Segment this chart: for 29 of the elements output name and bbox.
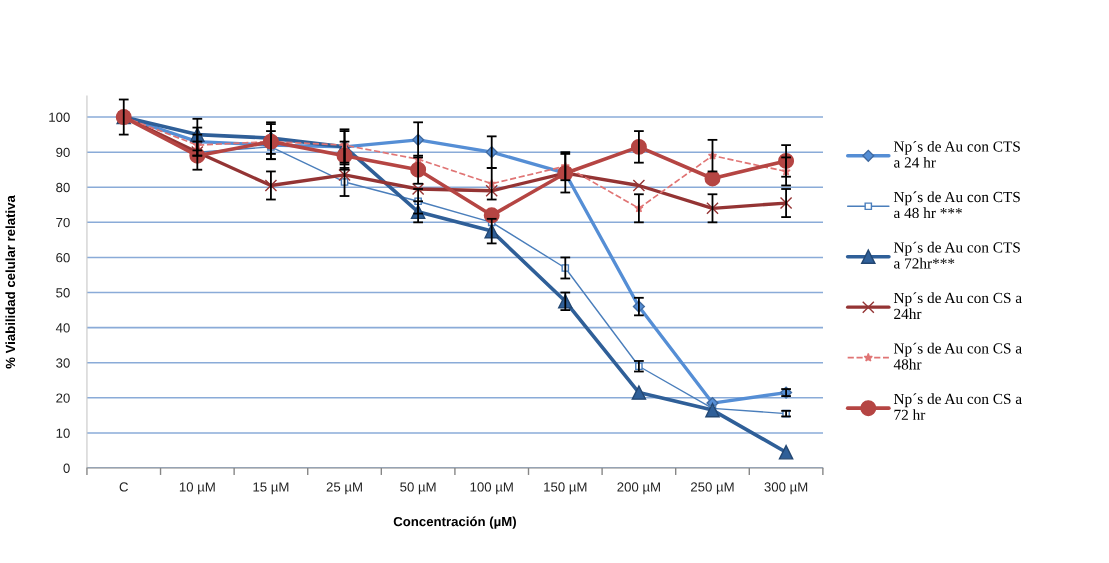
x-tick-label: C [119, 482, 128, 492]
y-tick-label: 50 [56, 288, 70, 298]
x-tick-label: 150 µM [544, 482, 587, 495]
y-tick-label: 20 [56, 393, 70, 403]
legend-label: Np´s de Au con CTS a 48 hr *** [893, 191, 1020, 219]
x-tick-label: 300 µM [764, 482, 808, 495]
y-axis-title: % Viabilidad celular relativa [5, 195, 16, 369]
y-tick-label: 80 [56, 182, 70, 193]
legend-label: Np´s de Au con CS a 24hr [893, 292, 1022, 319]
y-tick-label: 0 [63, 463, 70, 473]
x-tick-label: 200 µM [617, 482, 660, 495]
y-tick-label: 90 [56, 147, 70, 158]
y-tick-label: 10 [56, 428, 70, 438]
legend-label: Np´s de Au con CS a 72 hr [893, 393, 1022, 420]
x-tick-label: 100 µM [470, 482, 513, 495]
y-tick-label: 60 [56, 253, 70, 263]
y-tick-label: 30 [56, 358, 70, 368]
y-tick-label: 40 [55, 323, 70, 333]
legend-label: Np´s de Au con CTS a 24 hr [893, 140, 1020, 168]
x-tick-label: 250 µM [691, 482, 734, 495]
x-tick-label: 25 µM [326, 482, 362, 495]
y-tick-label: 100 [49, 112, 70, 122]
x-axis-title: Concentración (µM) [393, 516, 516, 529]
x-tick-label: 15 µM [253, 482, 289, 495]
x-tick-label: 50 µM [400, 482, 436, 495]
x-tick-label: 10 µM [179, 482, 215, 495]
legend-label: Np´s de Au con CS a 48hr [893, 342, 1022, 370]
y-tick-label: 70 [56, 217, 70, 228]
legend-label: Np´s de Au con CTS a 72hr*** [893, 241, 1020, 269]
